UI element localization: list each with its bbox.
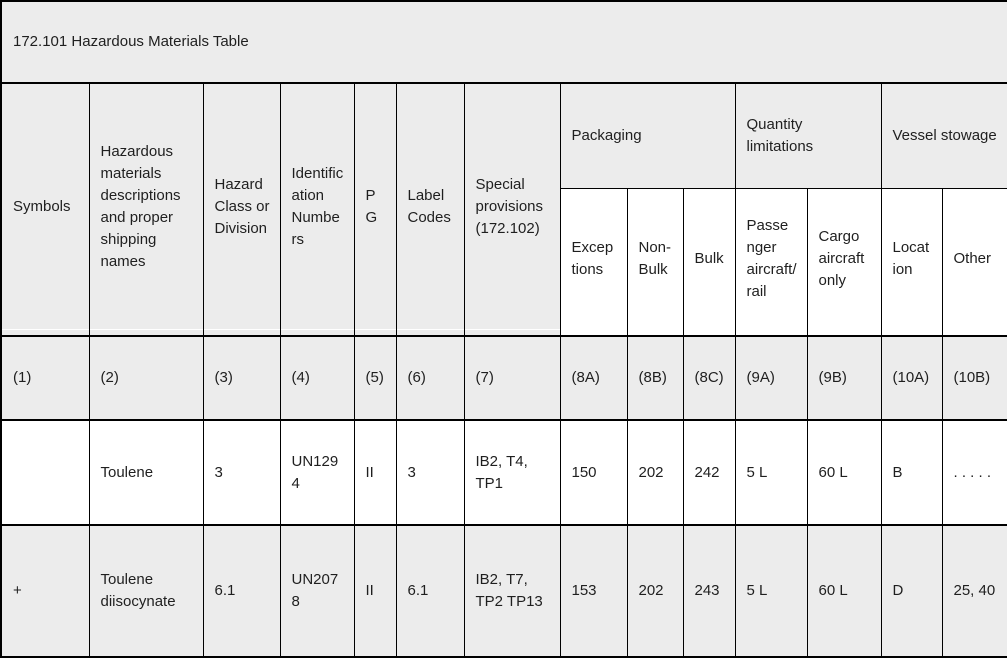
cell-shipping-name: Toulene xyxy=(88,420,204,526)
cell-symbols: + xyxy=(0,525,90,657)
column-number: (3) xyxy=(202,336,281,421)
header-spacer-row xyxy=(0,329,1007,337)
cell-packaging-bulk: 243 xyxy=(682,525,736,657)
col-header-label-codes: Label Codes xyxy=(395,83,465,330)
cell-hazard-class: 3 xyxy=(202,420,281,526)
cell-packaging-non-bulk: 202 xyxy=(626,525,684,657)
cell-label-codes: 3 xyxy=(395,420,465,526)
table-title: 172.101 Hazardous Materials Table xyxy=(0,1,1007,84)
cell-packaging-exceptions: 150 xyxy=(559,420,628,526)
column-number: (9A) xyxy=(734,336,808,421)
cell-special-provisions: IB2, T7, TP2 TP13 xyxy=(463,525,561,657)
cell-cargo-aircraft-only: 60 L xyxy=(806,525,882,657)
header-sub-row: Exceptions Non-Bulk Bulk Passenger aircr… xyxy=(1,188,1007,330)
header-group-row: Symbols Hazardous materials descriptions… xyxy=(0,83,1007,330)
cell-vessel-other: 25, 40 xyxy=(941,525,1007,657)
col-header-symbols: Symbols xyxy=(0,83,90,330)
sub-header-location: Location xyxy=(880,188,943,330)
table-row-toulene: Toulene 3 UN1294 II 3 IB2, T4, TP1 150 2… xyxy=(0,420,1007,526)
sub-header-cargo-aircraft-only: Cargo aircraft only xyxy=(806,188,882,330)
column-number: (6) xyxy=(395,336,465,421)
cell-shipping-name: Toulene diisocynate xyxy=(88,525,204,657)
column-number: (1) xyxy=(0,336,90,421)
column-number: (8C) xyxy=(682,336,736,421)
col-header-hazard-class: Hazard Class or Division xyxy=(202,83,281,330)
group-header-vessel-stowage: Vessel stowage xyxy=(880,83,1007,189)
cell-packaging-bulk: 242 xyxy=(682,420,736,526)
sub-header-bulk: Bulk xyxy=(682,188,736,330)
cell-special-provisions: IB2, T4, TP1 xyxy=(463,420,561,526)
cell-cargo-aircraft-only: 60 L xyxy=(806,420,882,526)
cell-label-codes: 6.1 xyxy=(395,525,465,657)
cell-passenger-aircraft-rail: 5 L xyxy=(734,420,808,526)
cell-vessel-other: . . . . . xyxy=(941,420,1007,526)
header-spacer-cell xyxy=(941,329,1007,337)
cell-vessel-location: D xyxy=(880,525,943,657)
column-numbering-row: (1) (2) (3) (4) (5) (6) (7) (8A) (8B) (8… xyxy=(0,336,1007,421)
column-number: (2) xyxy=(88,336,204,421)
table-row-toulene-diisocynate: + Toulene diisocynate 6.1 UN2078 II 6.1 … xyxy=(0,525,1007,657)
cell-symbols xyxy=(0,420,90,526)
cell-passenger-aircraft-rail: 5 L xyxy=(734,525,808,657)
column-number: (8A) xyxy=(559,336,628,421)
cell-hazard-class: 6.1 xyxy=(202,525,281,657)
cell-pg: II xyxy=(353,525,397,657)
column-number: (10A) xyxy=(880,336,943,421)
sub-header-non-bulk: Non-Bulk xyxy=(626,188,684,330)
group-header-packaging: Packaging xyxy=(559,83,736,189)
column-number: (9B) xyxy=(806,336,882,421)
title-row: 172.101 Hazardous Materials Table xyxy=(0,1,1007,84)
column-number: (10B) xyxy=(941,336,1007,421)
column-number: (5) xyxy=(353,336,397,421)
col-header-id-numbers: Identification Numbers xyxy=(279,83,355,330)
col-header-descriptions: Hazardous materials descriptions and pro… xyxy=(88,83,204,330)
cell-vessel-location: B xyxy=(880,420,943,526)
sub-header-exceptions: Exceptions xyxy=(559,188,628,330)
col-header-special-provisions: Special provisions (172.102) xyxy=(463,83,561,330)
cell-pg: II xyxy=(353,420,397,526)
sub-header-other: Other xyxy=(941,188,1007,330)
column-number: (4) xyxy=(279,336,355,421)
col-header-pg: PG xyxy=(353,83,397,330)
cell-id-number: UN2078 xyxy=(279,525,355,657)
cell-id-number: UN1294 xyxy=(279,420,355,526)
cell-packaging-exceptions: 153 xyxy=(559,525,628,657)
column-number: (7) xyxy=(463,336,561,421)
sub-header-passenger-aircraft-rail: Passenger aircraft/rail xyxy=(734,188,808,330)
group-header-quantity-limitations: Quantity limitations xyxy=(734,83,882,189)
column-number: (8B) xyxy=(626,336,684,421)
cell-packaging-non-bulk: 202 xyxy=(626,420,684,526)
